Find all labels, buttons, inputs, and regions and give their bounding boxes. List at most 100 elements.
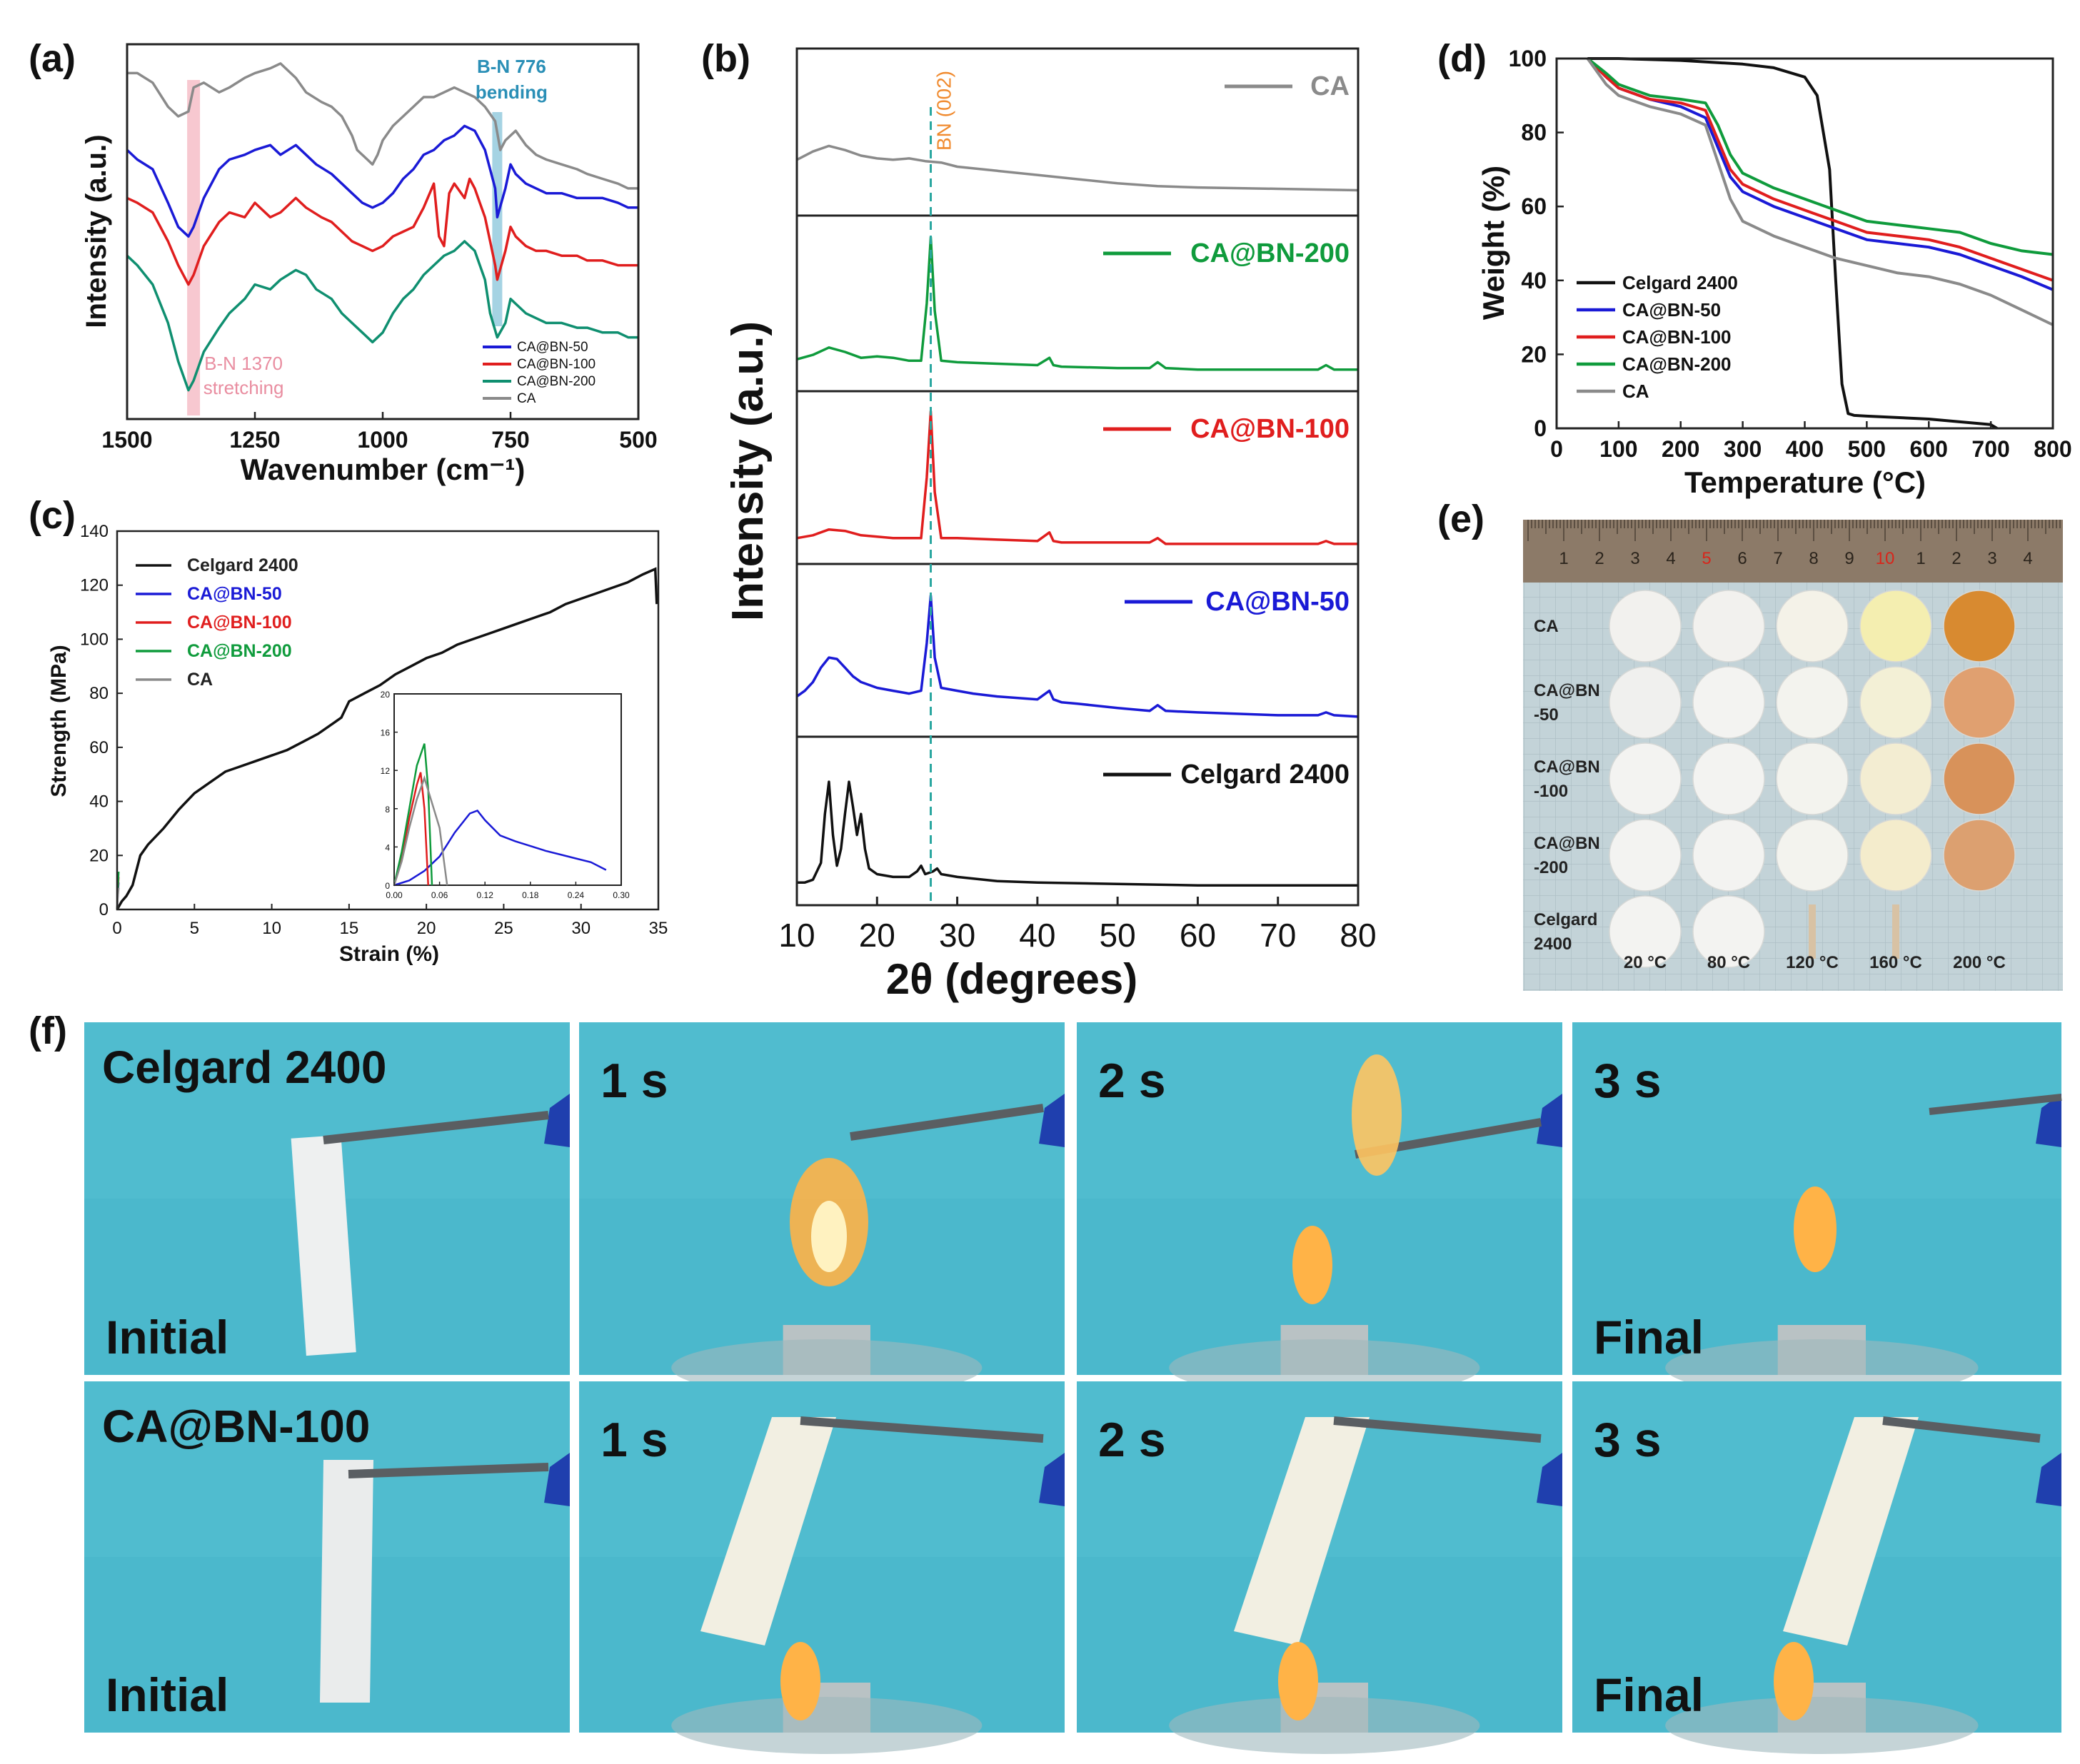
sample-disc [1859,742,1932,815]
separator-strip [1783,1417,1919,1645]
xrd-x-tick-label: 60 [1180,917,1216,954]
strength-line-celgard-2400 [116,567,658,910]
ruler-label: 5 [1702,549,1711,568]
photo-state-label: Final [1594,1311,1704,1364]
strength-legend-label: Celgard 2400 [187,555,298,575]
disc-row-label: Celgard [1534,910,1597,929]
strength-y-tick-label: 100 [80,630,109,649]
strength-x-tick-label: 35 [649,919,668,938]
sample-disc [1692,666,1765,739]
panel-b-letter: (b) [701,37,750,80]
panel-d-tga: (d) 0 100 200 300 400 500 600 700 800 0 20 40 60 80 10… [1437,37,2072,499]
inset-y-tick-label: 8 [385,805,390,815]
panel-b-xrd: (b) CA CA@BN-200 CA@BN-100 CA@BN-50 Celgard … [701,37,1377,1003]
burner-base [671,1697,983,1754]
inset-line-ca [393,775,448,886]
tga-x-tick-label: 400 [1786,436,1824,462]
separator-strip [291,1134,356,1356]
flame-core [811,1201,847,1272]
inset-y-tick-label: 12 [381,766,391,776]
glove [1537,1094,1562,1147]
ftir-x-tick-label: 1500 [101,427,152,453]
disc-column-label: 160 °C [1869,953,1922,972]
flame-photo-ca-bn-100-3: 3 s Final [1572,1381,2061,1754]
ruler-label: 2 [1951,549,1961,568]
tga-y-axis-title: Weight (%) [1477,166,1510,320]
ruler-label: 3 [1987,549,1996,568]
strength-x-tick-label: 10 [262,919,281,938]
photo-light-gradient [1077,1022,1562,1199]
panel-d-letter: (d) [1437,37,1487,80]
sample-disc [1943,590,2016,662]
burner-base [1665,1697,1979,1754]
inset-y-tick-label: 4 [385,842,390,852]
ruler-label: 4 [1666,549,1675,568]
flame [1794,1186,1837,1272]
ftir-x-tick-label: 750 [491,427,529,453]
xrd-subplot-frame [795,47,1360,217]
disc-column-label: 20 °C [1624,953,1667,972]
tga-line-ca-bn-100 [1586,57,2054,282]
xrd-x-tick-label: 30 [939,917,975,954]
ftir-legend-label: CA [517,391,536,406]
sample-disc [1859,590,1932,662]
sample-disc [1609,742,1682,815]
sample-disc [1943,666,2016,739]
flame [1292,1226,1332,1304]
xrd-line-celgard-2400 [797,780,1358,887]
disc-column-label: 120 °C [1786,953,1839,972]
photo-state-label: Initial [106,1668,228,1721]
glove [2036,1453,2061,1506]
strength-y-tick-label: 120 [80,576,109,595]
inset-line-ca-bn-100 [393,772,429,886]
strength-x-tick-label: 25 [494,919,513,938]
ruler-label: 1 [1559,549,1568,568]
strength-x-tick-label: 20 [417,919,436,938]
photo-state-label: Final [1594,1668,1704,1721]
sample-disc [1943,742,2016,815]
bn-002-label: BN (002) [933,71,955,151]
tga-line-ca [1586,57,2054,326]
inset-x-tick-label: 0.12 [477,890,494,900]
flame-photo-celgard-2400-0: Celgard 2400 Initial [84,1022,570,1375]
sample-disc [1776,819,1849,892]
strength-plot-frame [116,530,660,911]
inset-x-tick-label: 0.00 [386,890,403,900]
tweezers [348,1463,549,1478]
inset-x-tick-label: 0.18 [522,890,539,900]
burner-base [1169,1697,1480,1754]
photo-state-label: Initial [106,1311,228,1364]
sample-disc [1609,590,1682,662]
photo-light-gradient [579,1381,1065,1557]
glove [1039,1453,1065,1506]
tga-legend-label: CA@BN-50 [1622,299,1721,321]
ftir-legend-label: CA@BN-100 [517,357,596,372]
panel-a-letter: (a) [29,37,76,80]
xrd-legend-label: Celgard 2400 [1180,760,1350,790]
xrd-x-tick-label: 50 [1100,917,1136,954]
tga-y-tick-label: 40 [1521,268,1547,293]
tga-legend-label: CA@BN-200 [1622,353,1732,375]
disc-row-label: -200 [1534,858,1568,877]
ftir-x-tick-label: 1250 [229,427,280,453]
ftir-line-ca-bn-100 [126,177,638,286]
tweezers [1333,1416,1542,1443]
tga-y-tick-label: 60 [1521,193,1547,219]
xrd-line-ca-bn-200 [796,236,1358,371]
flame-photo-ca-bn-100-1: 1 s [579,1381,1065,1754]
disc-row-label: -100 [1534,782,1568,801]
photo-time-label: 3 s [1594,1054,1662,1108]
strength-x-tick-label: 15 [340,919,359,938]
panel-a-ftir: (a) 1500 1250 1000 750 500 Wavenumber (cm⁻¹)… [29,37,658,486]
panel-c-letter: (c) [29,494,76,537]
separator-strip [320,1460,373,1703]
strength-legend-label: CA@BN-100 [187,613,292,632]
panel-f-letter: (f) [29,1009,67,1052]
tga-y-tick-label: 0 [1534,415,1547,441]
sample-disc [1859,819,1932,892]
bn-stretch-annotation: B-N 1370 [204,353,283,374]
sample-disc [1692,590,1765,662]
strength-x-tick-label: 0 [112,919,121,938]
xrd-line-ca-bn-100 [796,410,1358,545]
